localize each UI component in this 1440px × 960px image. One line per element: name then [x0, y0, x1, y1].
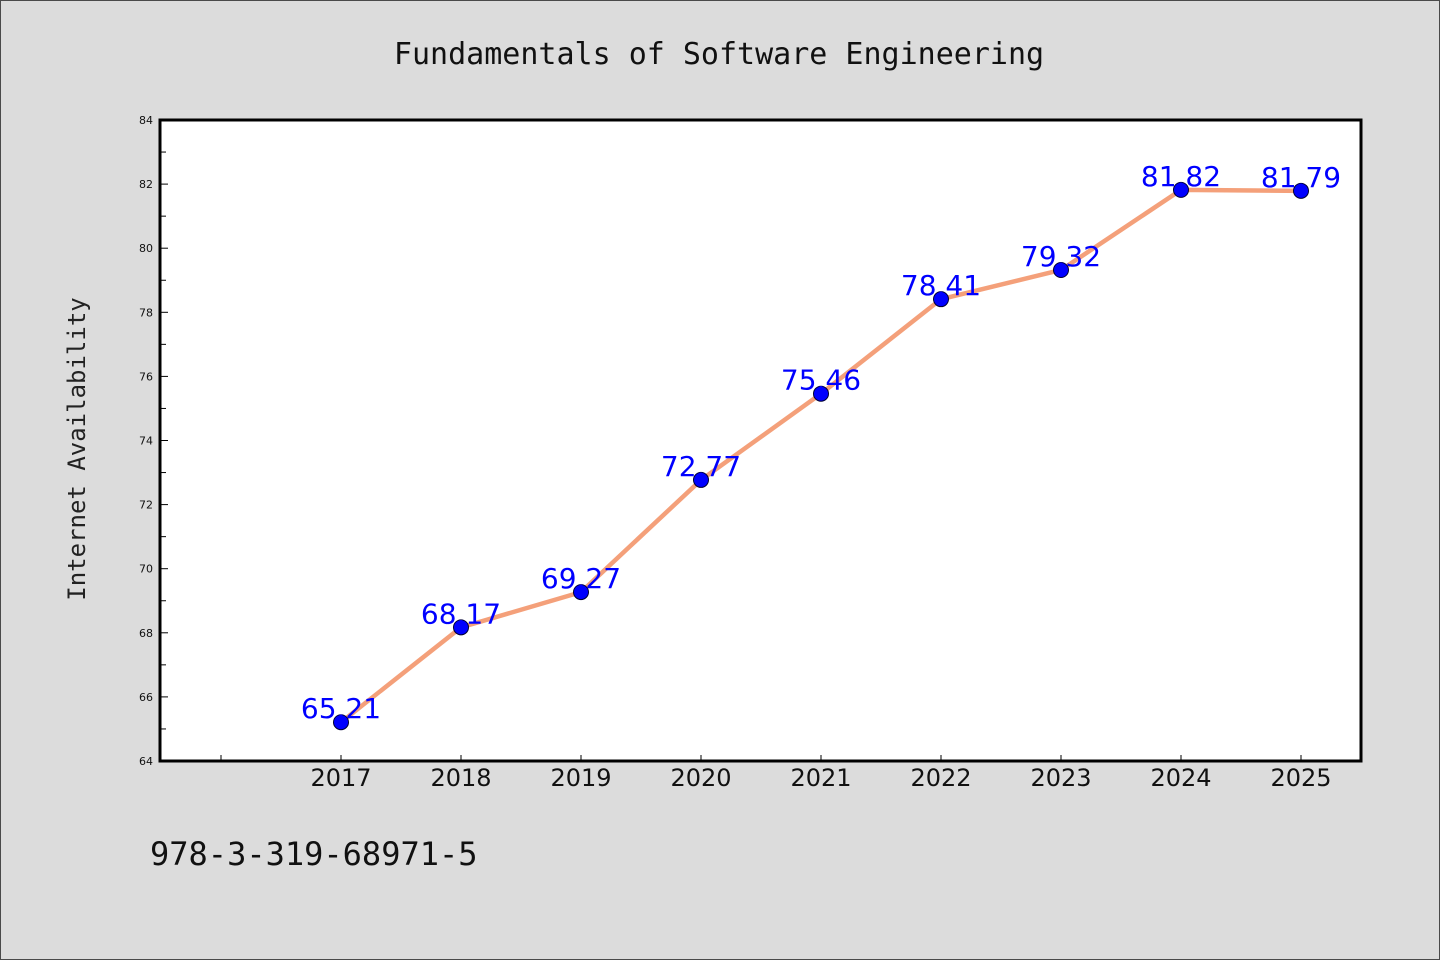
y-tick-label: 74 [139, 435, 153, 448]
y-tick-label: 80 [139, 242, 153, 255]
data-label: 81.79 [1261, 161, 1341, 194]
x-tick-label: 2023 [1030, 764, 1091, 792]
y-tick-label: 68 [139, 627, 153, 640]
y-axis-label: Internet Availability [63, 297, 91, 600]
x-tick-label: 2019 [550, 764, 611, 792]
data-point [1173, 181, 1189, 198]
y-axis: 64 66 68 70 72 74 76 78 80 82 84 [139, 114, 168, 768]
data-label: 68.17 [421, 597, 501, 630]
data-point [813, 385, 829, 402]
data-label: 75.46 [781, 364, 861, 397]
data-point [1293, 182, 1309, 199]
data-point [1053, 261, 1069, 278]
data-point [333, 714, 349, 731]
series-layer: 65.21 68.17 69.27 72.77 75.46 78.41 79.32 81.82… [301, 160, 1341, 731]
chart-title: Fundamentals of Software Engineering [394, 37, 1044, 72]
y-tick-label: 82 [139, 178, 153, 191]
isbn-text: 978-3-319-68971-5 [150, 835, 478, 873]
plot-area [158, 118, 1363, 763]
data-label: 69.27 [541, 562, 621, 595]
y-tick-label: 78 [139, 306, 153, 319]
x-axis: 2017 2018 2019 2020 2021 2022 2023 2024 2025 [220, 755, 1332, 792]
x-tick-label: 2022 [910, 764, 971, 792]
data-label: 81.82 [1141, 160, 1221, 193]
data-label: 78.41 [901, 269, 981, 302]
x-tick-label: 2020 [670, 764, 731, 792]
y-tick-label: 66 [139, 691, 153, 704]
data-point [573, 584, 589, 601]
y-tick-label: 72 [139, 499, 153, 512]
x-tick-label: 2024 [1150, 764, 1211, 792]
x-tick-label: 2025 [1270, 764, 1331, 792]
data-label: 79.32 [1021, 240, 1101, 273]
data-label: 72.77 [661, 450, 741, 483]
data-label: 65.21 [301, 692, 381, 725]
x-tick-label: 2018 [430, 764, 491, 792]
y-tick-label: 64 [139, 755, 153, 768]
data-point [453, 619, 469, 636]
y-tick-label: 84 [139, 114, 153, 127]
data-point [693, 471, 709, 488]
y-tick-label: 70 [139, 563, 153, 576]
data-point [933, 291, 949, 308]
y-tick-label: 76 [139, 370, 153, 383]
x-tick-label: 2017 [310, 764, 371, 792]
x-tick-label: 2021 [790, 764, 851, 792]
